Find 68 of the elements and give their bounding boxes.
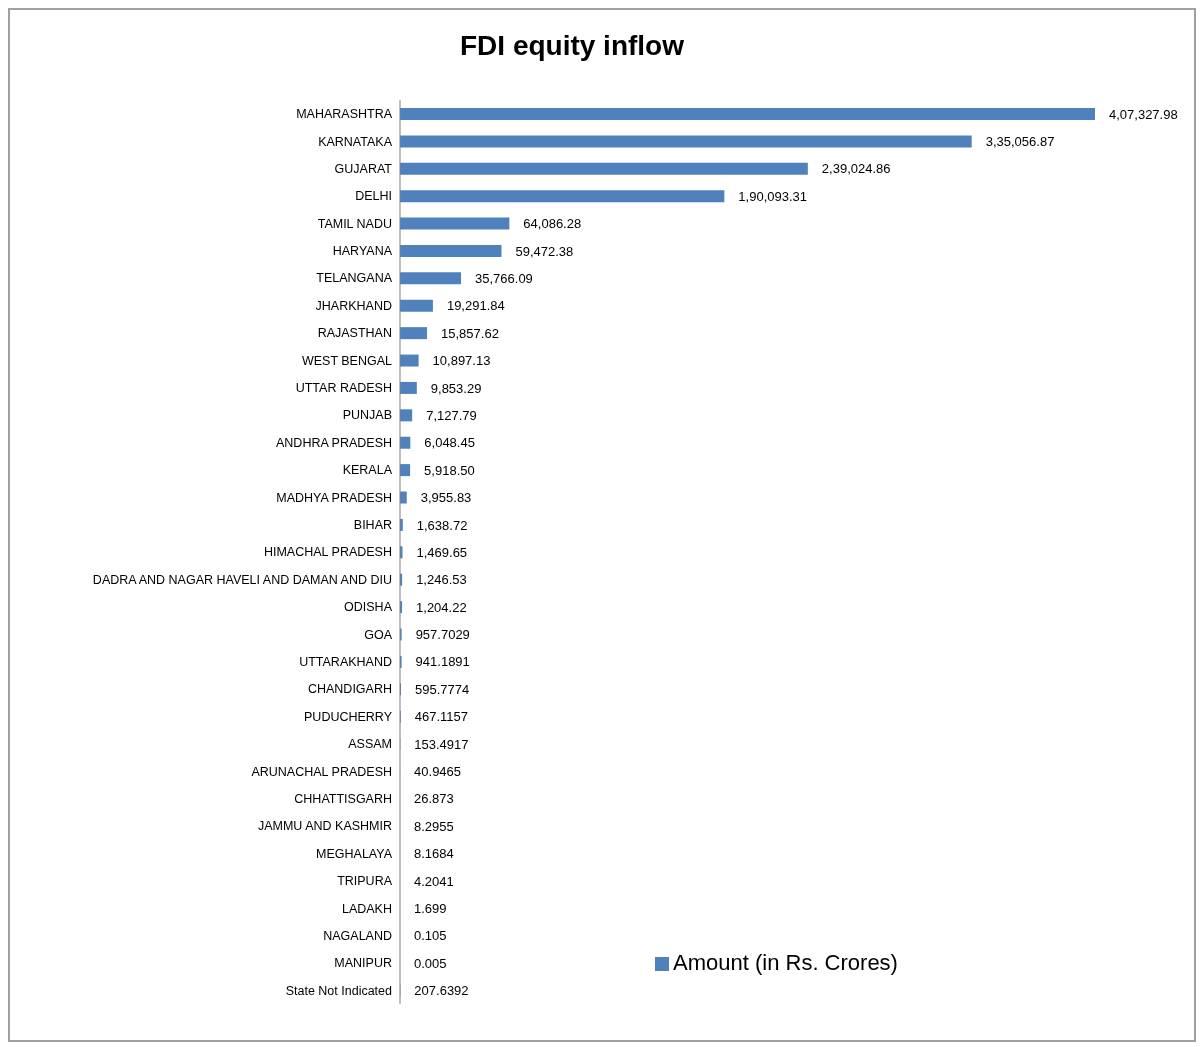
y-tick-label: PUNJAB bbox=[342, 408, 392, 423]
data-label: 957.7029 bbox=[415, 627, 470, 643]
data-label: 207.6392 bbox=[414, 983, 469, 999]
data-label: 467.1157 bbox=[414, 709, 469, 725]
y-tick-label: TRIPURA bbox=[337, 874, 393, 889]
data-label: 8.2955 bbox=[414, 818, 454, 834]
y-tick-label: TELANGANA bbox=[316, 271, 393, 286]
data-label: 7,127.79 bbox=[426, 407, 477, 423]
y-tick-label: HIMACHAL PRADESH bbox=[263, 545, 392, 560]
data-label: 1,246.53 bbox=[416, 572, 467, 588]
data-label: 1,469.65 bbox=[416, 544, 468, 560]
y-tick-label: CHHATTISGARH bbox=[294, 791, 392, 806]
data-label: 8.1684 bbox=[414, 846, 454, 862]
data-label: 15,857.62 bbox=[441, 325, 499, 341]
legend-label: Amount (in Rs. Crores) bbox=[673, 950, 898, 975]
y-tick-label: MAHARASHTRA bbox=[296, 107, 393, 122]
data-label: 941.1891 bbox=[415, 654, 470, 670]
y-tick-label: JAMMU AND KASHMIR bbox=[257, 819, 392, 834]
y-tick-label: MADHYA PRADESH bbox=[276, 490, 392, 505]
y-tick-label: MEGHALAYA bbox=[316, 846, 393, 861]
y-tick-label: MANIPUR bbox=[334, 956, 392, 971]
data-label: 1,204.22 bbox=[416, 599, 467, 615]
data-label: 19,291.84 bbox=[446, 298, 505, 314]
data-label: 9,853.29 bbox=[430, 380, 482, 396]
y-tick-label: ARUNACHAL PRADESH bbox=[251, 764, 392, 779]
data-label: 59,472.38 bbox=[515, 243, 574, 259]
data-label: 40.9465 bbox=[414, 764, 462, 780]
data-label: 5,918.50 bbox=[424, 462, 475, 478]
y-tick-label: TAMIL NADU bbox=[317, 216, 392, 231]
y-tick-label: ANDHRA PRADESH bbox=[276, 435, 392, 450]
data-label: 4.2041 bbox=[414, 873, 454, 889]
data-label: 0.005 bbox=[414, 955, 447, 971]
y-tick-label: WEST BENGAL bbox=[301, 353, 393, 368]
data-label: 595.7774 bbox=[415, 681, 470, 697]
y-tick-label: BIHAR bbox=[353, 518, 392, 533]
data-label: 26.873 bbox=[414, 791, 454, 807]
y-tick-label: RAJASTHAN bbox=[317, 326, 392, 341]
y-tick-label: CHANDIGARH bbox=[307, 682, 392, 697]
y-tick-label: ASSAM bbox=[348, 737, 392, 752]
data-label: 3,35,056.87 bbox=[985, 134, 1055, 150]
data-label: 6,048.45 bbox=[424, 435, 475, 451]
y-tick-label: LADAKH bbox=[341, 901, 392, 916]
data-label: 10,897.13 bbox=[432, 353, 491, 369]
y-tick-label: PUDUCHERRY bbox=[304, 709, 393, 724]
y-tick-label: ODISHA bbox=[344, 600, 393, 615]
y-tick-label: KARNATAKA bbox=[318, 134, 393, 149]
y-tick-label: GOA bbox=[364, 627, 393, 642]
data-label: 153.4917 bbox=[414, 736, 469, 752]
y-tick-label: HARYANA bbox=[332, 244, 393, 259]
y-tick-label: DADRA AND NAGAR HAVELI AND DAMAN AND DIU bbox=[92, 572, 392, 587]
y-tick-label: KERALA bbox=[342, 463, 393, 478]
y-tick-label: NAGALAND bbox=[323, 928, 392, 943]
data-label: 35,766.09 bbox=[475, 270, 533, 286]
y-tick-label: JHARKHAND bbox=[315, 298, 392, 313]
y-tick-label: State Not Indicated bbox=[285, 983, 393, 998]
y-tick-label: UTTARAKHAND bbox=[299, 655, 392, 670]
data-label: 1,90,093.31 bbox=[738, 188, 808, 204]
data-label: 2,39,024.86 bbox=[821, 161, 891, 177]
chart-title: FDI equity inflow bbox=[459, 30, 685, 62]
data-label: 1,638.72 bbox=[416, 517, 468, 533]
data-label: 4,07,327.98 bbox=[1109, 106, 1178, 122]
data-label: 1.699 bbox=[414, 901, 447, 917]
data-label: 3,955.83 bbox=[420, 490, 472, 506]
y-tick-label: DELHI bbox=[355, 189, 392, 204]
y-tick-label: UTTAR RADESH bbox=[295, 381, 392, 396]
data-label: 64,086.28 bbox=[523, 216, 582, 232]
data-label: 0.105 bbox=[414, 928, 447, 944]
y-tick-label: GUJARAT bbox=[334, 161, 393, 176]
